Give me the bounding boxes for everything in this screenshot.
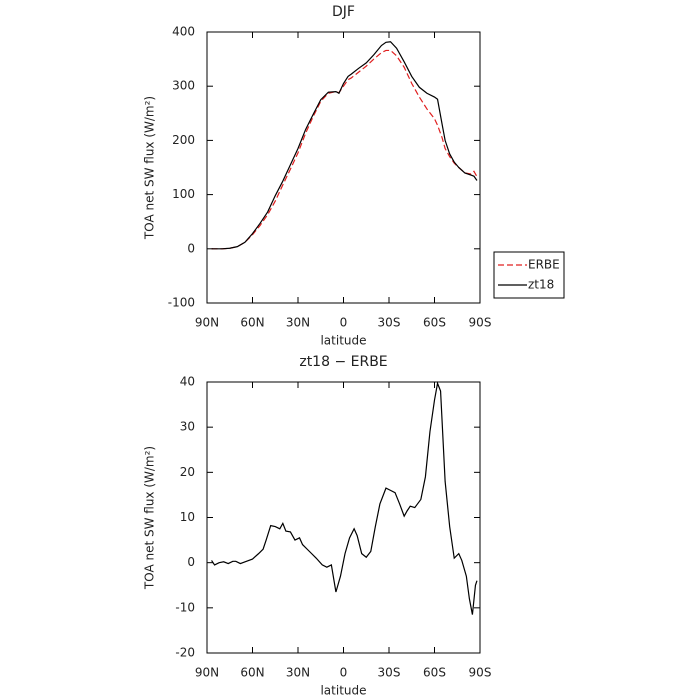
x-tick-label: 30S bbox=[378, 316, 401, 330]
data-line bbox=[211, 381, 478, 615]
x-tick-label: 60S bbox=[423, 666, 446, 680]
y-tick-label: 20 bbox=[180, 465, 195, 479]
y-tick-label: 0 bbox=[187, 555, 195, 569]
legend-box bbox=[493, 251, 565, 299]
x-tick-label: 90S bbox=[469, 666, 492, 680]
y-tick-label: -20 bbox=[175, 646, 195, 660]
x-tick-label: 90N bbox=[195, 316, 219, 330]
x-tick-label: 30N bbox=[286, 316, 310, 330]
y-tick-label: 30 bbox=[180, 420, 195, 434]
y-tick-label: -100 bbox=[168, 296, 195, 310]
x-tick-label: 90S bbox=[469, 316, 492, 330]
y-tick-label: 100 bbox=[172, 187, 195, 201]
x-tick-label: 0 bbox=[340, 316, 348, 330]
x-tick-label: 60N bbox=[240, 666, 264, 680]
x-tick-label: 60N bbox=[240, 316, 264, 330]
y-tick-label: 40 bbox=[180, 375, 195, 389]
data-line bbox=[211, 49, 478, 250]
x-tick-label: 30S bbox=[378, 666, 401, 680]
x-tick-label: 0 bbox=[340, 666, 348, 680]
x-axis-label: latitude bbox=[320, 334, 366, 348]
legend-label: ERBE bbox=[528, 258, 560, 272]
y-axis-label: TOA net SW flux (W/m²) bbox=[143, 96, 157, 240]
data-line bbox=[211, 41, 478, 250]
y-tick-label: 300 bbox=[172, 79, 195, 93]
y-tick-label: 400 bbox=[172, 25, 195, 39]
plot-frame bbox=[206, 31, 481, 304]
y-tick-label: 0 bbox=[187, 241, 195, 255]
plot-frame bbox=[206, 381, 481, 654]
chart-title: zt18 − ERBE bbox=[299, 354, 387, 370]
x-tick-label: 30N bbox=[286, 666, 310, 680]
x-axis-label: latitude bbox=[320, 684, 366, 698]
y-axis-label: TOA net SW flux (W/m²) bbox=[143, 446, 157, 590]
legend-label: zt18 bbox=[528, 278, 554, 292]
y-tick-label: 10 bbox=[180, 510, 195, 524]
y-tick-label: -10 bbox=[175, 600, 195, 614]
x-tick-label: 60S bbox=[423, 316, 446, 330]
y-tick-label: 200 bbox=[172, 133, 195, 147]
chart-title: DJF bbox=[332, 4, 355, 20]
x-tick-label: 90N bbox=[195, 666, 219, 680]
